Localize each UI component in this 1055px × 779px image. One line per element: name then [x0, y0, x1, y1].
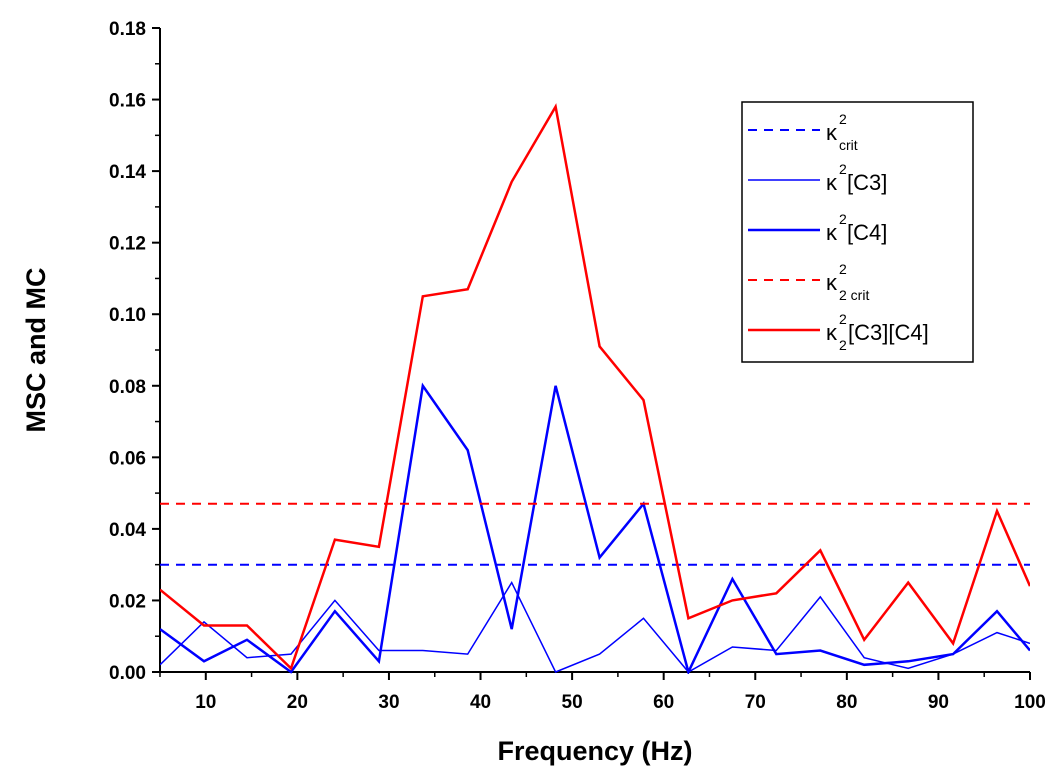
legend-subscript: crit — [839, 137, 858, 153]
y-tick-label: 0.08 — [109, 377, 146, 398]
y-tick-label: 0.16 — [109, 91, 146, 112]
x-tick-label: 80 — [836, 692, 857, 713]
x-tick-label: 100 — [1014, 692, 1046, 713]
legend-label-1: κ2 crit — [826, 111, 858, 153]
legend-label-3: κ2[C4] — [826, 211, 887, 245]
x-axis-title: Frequency (Hz) — [497, 736, 692, 766]
y-axis-title: MSC and MC — [21, 268, 51, 433]
x-tick-label: 30 — [378, 692, 399, 713]
y-tick-label: 0.00 — [109, 663, 146, 684]
legend-superscript: 2 — [839, 261, 847, 277]
legend-subscript: 2 — [839, 337, 847, 353]
legend-box — [741, 101, 974, 363]
legend-superscript: 2 — [839, 311, 847, 327]
legend-main: [C4] — [847, 220, 887, 245]
legend-main: [C3][C4] — [848, 320, 929, 345]
legend-symbol: κ — [826, 120, 838, 145]
series-line-5 — [160, 103, 1030, 671]
legend-superscript: 2 — [839, 111, 847, 127]
y-axis: 0.00 0.02 0.04 0.06 0.08 0.10 0.12 0.14 0.16 0.18 — [109, 19, 160, 684]
legend-symbol: κ — [826, 170, 838, 195]
x-tick-label: 40 — [470, 692, 491, 713]
legend-label-2: κ2[C3] — [826, 161, 887, 195]
x-tick-label: 70 — [745, 692, 766, 713]
y-tick-label: 0.04 — [109, 520, 146, 541]
legend-superscript: 2 — [839, 211, 847, 227]
legend-symbol: κ — [826, 220, 838, 245]
x-tick-label: 20 — [287, 692, 308, 713]
series-layer — [160, 103, 1030, 674]
series-line-3 — [160, 382, 1030, 674]
y-tick-label: 0.14 — [109, 162, 146, 183]
legend-label-4: κ2 2 crit — [826, 261, 869, 303]
legend-superscript: 2 — [839, 161, 847, 177]
x-tick-label: 10 — [195, 692, 216, 713]
x-tick-label: 60 — [653, 692, 674, 713]
x-tick-label: 90 — [928, 692, 949, 713]
x-axis: 10 20 30 40 50 60 70 80 90 100 — [159, 672, 1046, 713]
x-tick-label: 50 — [562, 692, 583, 713]
series-line-2 — [160, 581, 1030, 673]
legend-label-5: κ2 2[C3][C4] — [826, 311, 929, 353]
y-tick-label: 0.06 — [109, 448, 146, 469]
y-tick-label: 0.02 — [109, 591, 146, 612]
legend-symbol: κ — [826, 320, 838, 345]
y-tick-label: 0.18 — [109, 19, 146, 40]
legend-symbol: κ — [826, 270, 838, 295]
legend-main: [C3] — [847, 170, 887, 195]
y-tick-label: 0.12 — [109, 234, 146, 255]
y-tick-label: 0.10 — [109, 305, 146, 326]
legend-subscript: 2 crit — [839, 287, 869, 303]
